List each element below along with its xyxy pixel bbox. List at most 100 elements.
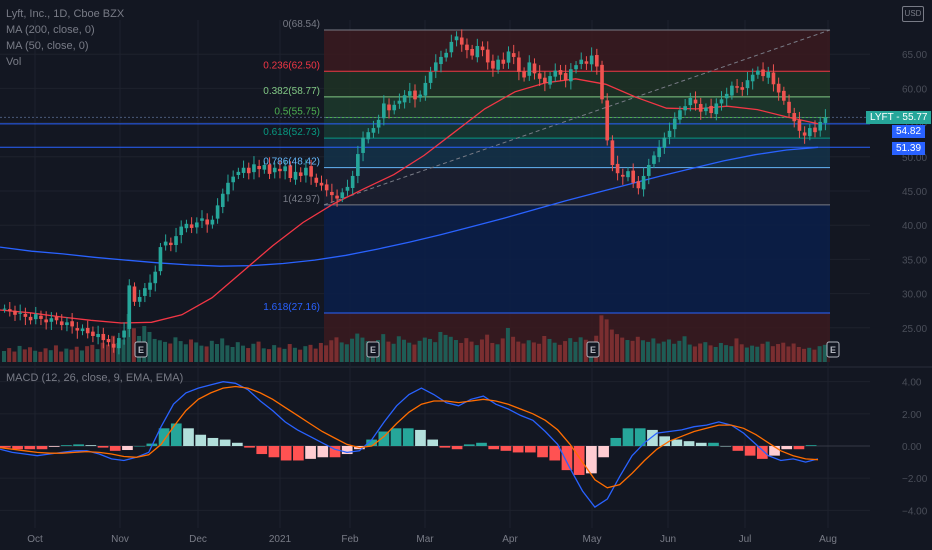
candle-body	[491, 60, 495, 69]
volume-bar	[396, 336, 401, 362]
macd-histogram-bar	[512, 446, 524, 453]
macd-histogram-bar	[793, 446, 805, 450]
macd-tick-label: 2.00	[902, 410, 922, 421]
volume-bar	[246, 348, 251, 362]
candle-body	[205, 219, 210, 225]
volume-bar	[251, 343, 256, 362]
candle-body	[548, 76, 552, 85]
volume-bar	[313, 348, 318, 362]
macd-histogram-bar	[73, 444, 84, 446]
candle-body	[579, 59, 584, 65]
macd-histogram-bar	[537, 446, 548, 458]
candle-body	[163, 241, 168, 246]
macd-histogram-bar	[463, 444, 475, 446]
candle-body	[797, 120, 802, 131]
time-tick-label: Jul	[739, 534, 752, 545]
candle-body	[184, 223, 189, 229]
volume-bar	[12, 351, 17, 362]
candle-body	[80, 328, 85, 332]
candle-body	[382, 103, 386, 119]
volume-bar	[568, 338, 573, 362]
earnings-marker-letter: E	[370, 345, 376, 355]
macd-histogram-bar	[244, 446, 255, 448]
fibonacci-retracement[interactable]	[0, 29, 870, 362]
fib-level-label: 0.382(58.77)	[263, 86, 320, 97]
candle-body	[506, 51, 511, 63]
candle-body	[761, 69, 765, 77]
candle-body	[454, 36, 459, 41]
macd-histogram-bar	[586, 446, 597, 474]
candle-body	[657, 147, 661, 158]
macd-histogram-bar	[256, 446, 268, 455]
time-tick-label: Aug	[819, 534, 837, 545]
symbol-legend[interactable]: Lyft, Inc., 1D, Cboe BZX	[6, 8, 125, 20]
macd-histogram-bar	[549, 446, 561, 461]
candle-body	[532, 63, 537, 74]
volume-bar	[537, 343, 542, 362]
volume-bar	[521, 343, 526, 362]
candle-body	[553, 70, 558, 77]
candle-body	[122, 330, 126, 338]
macd-legend[interactable]: MACD (12, 26, close, 9, EMA, EMA)	[6, 372, 184, 384]
candle-body	[439, 56, 443, 65]
candle-body	[480, 46, 485, 51]
candle-body	[704, 107, 708, 112]
volume-bar	[256, 341, 261, 362]
candle-body	[782, 90, 786, 101]
volume-bar	[220, 338, 225, 362]
volume-bar	[173, 337, 178, 362]
macd-tick-label: −2.00	[902, 474, 928, 485]
volume-bar	[583, 339, 588, 362]
candle-body	[688, 97, 693, 106]
volume-bar	[485, 334, 490, 362]
candle-body	[449, 41, 454, 53]
volume-bar	[116, 342, 121, 362]
volume-bar	[718, 342, 723, 362]
ma50-legend[interactable]: MA (50, close, 0)	[6, 40, 89, 52]
volume-bar	[630, 340, 635, 362]
candle-body	[101, 333, 106, 341]
ma200-legend[interactable]: MA (200, close, 0)	[6, 24, 95, 36]
price-tick-label: 45.00	[902, 187, 927, 198]
candle-body	[33, 314, 38, 320]
volume-bar	[698, 343, 703, 362]
macd-histogram-bar	[378, 431, 390, 446]
volume-bar	[298, 349, 303, 362]
candle-body	[792, 113, 797, 122]
candle-body	[106, 339, 111, 343]
candle-body	[511, 53, 516, 57]
macd-histogram-bar	[0, 446, 11, 448]
fib-level-label: 0.5(55.75)	[274, 106, 320, 117]
candle-body	[132, 286, 137, 302]
volume-bar	[563, 341, 568, 362]
candle-body	[215, 205, 220, 219]
candle-body	[75, 328, 80, 331]
macd-histogram-bar	[476, 442, 487, 446]
volume-bar	[386, 341, 391, 362]
candle-body	[776, 83, 781, 93]
volume-bar	[308, 344, 313, 362]
macd-histogram-bar	[695, 442, 707, 446]
macd-histogram-bar	[573, 446, 585, 475]
volume-legend[interactable]: Vol	[6, 56, 22, 68]
price-tick-label: 40.00	[902, 221, 927, 232]
candle-body	[179, 226, 184, 236]
volume-bar	[802, 348, 807, 362]
candle-body	[39, 315, 43, 319]
volume-bar	[526, 340, 531, 362]
volume-bar	[407, 342, 412, 362]
volume-bar	[755, 346, 760, 362]
candle-body	[589, 55, 594, 65]
currency-settings-button[interactable]: USD	[902, 6, 924, 22]
candle-body	[631, 170, 636, 183]
volume-bar	[147, 331, 152, 362]
candle-body	[143, 288, 147, 296]
candle-body	[823, 117, 828, 124]
candle-body	[137, 297, 142, 302]
volume-bar	[412, 344, 417, 362]
time-tick-label: Jun	[660, 534, 676, 545]
macd-histogram-bar	[720, 446, 732, 447]
volume-bar	[391, 343, 396, 362]
